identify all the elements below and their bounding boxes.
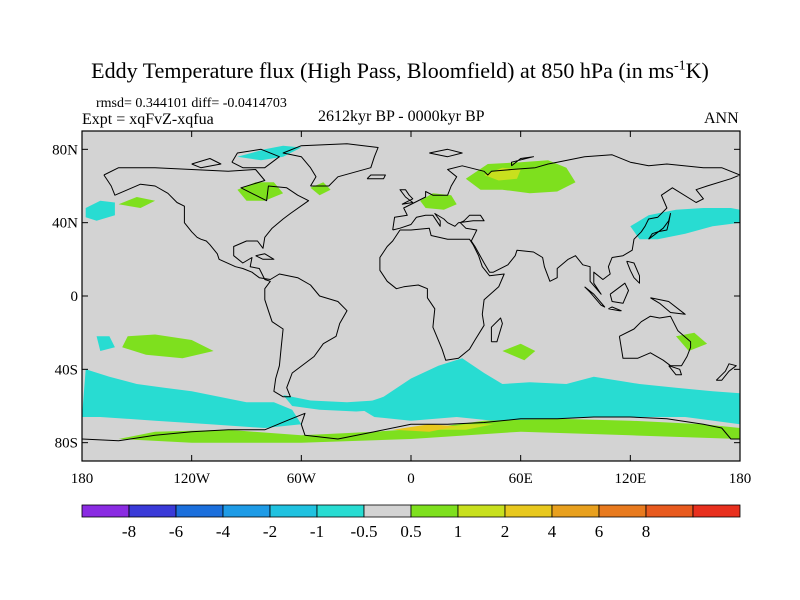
coastline-10 <box>584 286 606 308</box>
lat-tick-label-0: 80N <box>52 142 78 158</box>
coastlines <box>82 143 740 442</box>
lat-tick-label-4: 80S <box>55 436 78 452</box>
anomaly-region-18 <box>392 424 457 432</box>
coastline-20 <box>511 156 534 167</box>
lon-tick-label-5: 120E <box>614 471 646 487</box>
lon-tick-label-6: 180 <box>729 471 752 487</box>
colorbar-swatch-5 <box>316 504 365 518</box>
colorbar-swatch-12 <box>645 504 694 518</box>
coastline-17 <box>231 148 280 169</box>
season-label: ANN <box>704 110 739 127</box>
coastline-21 <box>668 365 682 376</box>
coastline-0 <box>103 167 348 398</box>
colorbar-label-6: 0.5 <box>400 522 421 541</box>
coastline-3 <box>379 227 505 361</box>
colorbar: -8 -6 -4 -2 -1 -0.5 0.5 1 2 4 6 8 <box>81 504 741 541</box>
anomaly-region-3 <box>85 200 115 221</box>
coastline-5 <box>82 412 740 442</box>
colorbar-label-2: -4 <box>216 522 231 541</box>
anomaly-region-6 <box>96 336 115 351</box>
colorbar-swatch-7 <box>410 504 459 518</box>
colorbar-label-8: 2 <box>501 522 510 541</box>
coastline-9 <box>715 363 737 381</box>
coastline-19 <box>429 148 463 158</box>
colorbar-swatch-11 <box>598 504 647 518</box>
colorbar-label-4: -1 <box>310 522 324 541</box>
coastline-1 <box>282 143 379 187</box>
colorbar-swatch-3 <box>222 504 271 518</box>
anomaly-regions <box>82 145 740 443</box>
coastline-12 <box>609 282 629 304</box>
lat-tick-label-1: 40N <box>52 216 78 232</box>
colorbar-label-3: -2 <box>263 522 277 541</box>
lon-tick-label-0: 180 <box>71 471 94 487</box>
coastline-4 <box>618 315 692 367</box>
lat-tick-label-3: 40S <box>55 362 78 378</box>
axis-ticks: 180 120W 60W 0 60E 120E 180 80N 40N 0 40S 80S <box>52 131 751 487</box>
plot-title: Eddy Temperature flux (High Pass, Bloomf… <box>91 58 709 83</box>
lat-tick-label-2: 0 <box>71 289 79 305</box>
experiment-label: Expt = xqFvZ-xqfua <box>82 111 214 128</box>
colorbar-swatch-1 <box>128 504 177 518</box>
colorbar-swatch-10 <box>551 504 600 518</box>
anomaly-region-10 <box>420 193 457 210</box>
colorbar-label-7: 1 <box>454 522 463 541</box>
colorbar-swatch-9 <box>504 504 553 518</box>
anomaly-region-0 <box>82 369 302 428</box>
coastline-15 <box>255 253 275 260</box>
coastline-7 <box>648 213 671 240</box>
lon-tick-label-1: 120W <box>173 471 211 487</box>
coastline-18 <box>191 158 222 169</box>
colorbar-label-11: 8 <box>642 522 651 541</box>
colorbar-swatch-8 <box>457 504 506 518</box>
colorbar-swatch-4 <box>269 504 318 518</box>
lon-tick-label-2: 60W <box>287 471 317 487</box>
period-label: 2612kyr BP - 0000kyr BP <box>318 108 485 125</box>
lon-tick-label-4: 60E <box>509 471 533 487</box>
colorbar-swatch-13 <box>692 504 741 518</box>
anomaly-region-16 <box>484 167 521 181</box>
coastline-2 <box>392 154 740 295</box>
coastline-14 <box>626 260 640 284</box>
lon-tick-label-3: 0 <box>407 471 415 487</box>
colorbar-swatch-0 <box>81 504 130 518</box>
rmsd-diff-label: rmsd= 0.344101 diff= -0.0414703 <box>96 96 287 111</box>
colorbar-label-0: -8 <box>122 522 136 541</box>
anomaly-region-8 <box>465 160 576 194</box>
coastline-6 <box>399 189 414 205</box>
anomaly-region-2 <box>283 395 384 412</box>
coastline-13 <box>650 297 686 315</box>
colorbar-label-10: 6 <box>595 522 604 541</box>
anomaly-region-14 <box>676 332 708 351</box>
anomaly-region-13 <box>502 343 536 361</box>
anomaly-region-7 <box>122 334 214 359</box>
coastline-11 <box>608 306 622 312</box>
colorbar-swatch-2 <box>175 504 224 518</box>
colorbar-label-5: -0.5 <box>351 522 378 541</box>
colorbar-label-9: 4 <box>548 522 557 541</box>
anomaly-region-9 <box>237 182 284 201</box>
colorbar-label-1: -6 <box>169 522 183 541</box>
anomaly-region-12 <box>118 197 156 208</box>
anomaly-region-1 <box>356 358 740 425</box>
coastline-8 <box>490 317 503 343</box>
coastline-16 <box>366 174 386 180</box>
colorbar-swatch-6 <box>363 504 412 518</box>
